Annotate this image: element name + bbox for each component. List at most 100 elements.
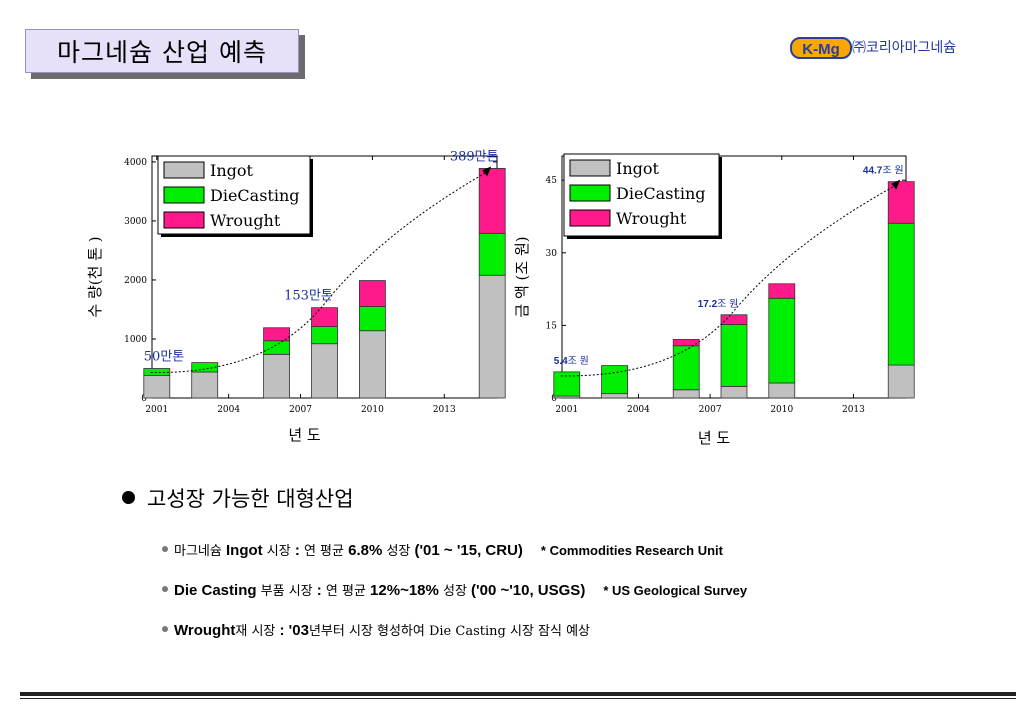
value-y-tick-label: 0 — [551, 394, 557, 404]
value-bar-diecasting — [601, 365, 628, 395]
volume-growth-arrowhead — [482, 166, 492, 177]
ingot-label: Ingot — [225, 542, 263, 559]
sub-bullet-wrought: Wrought재 시장 : '03년부터 시장 형성하여 Die Casting… — [162, 620, 590, 639]
volume-x-tick-label: 2004 — [217, 405, 240, 415]
value-annotation-unit: 조 원 — [568, 355, 589, 367]
diecasting-text-3: 연 평균 — [321, 584, 371, 599]
main-bullet-text: 고성장 가능한 대형산업 — [147, 487, 354, 511]
volume-bar-wrought — [263, 327, 290, 342]
volume-x-tick-label: 2001 — [145, 405, 168, 415]
footer-rule-thick — [20, 692, 1016, 696]
volume-x-tick-label: 2010 — [361, 405, 384, 415]
diecasting-text-4: 성장 — [438, 584, 472, 599]
volume-bar-diecasting — [191, 362, 219, 373]
volume-legend-swatch-ingot — [163, 161, 205, 179]
volume-bar-diecasting — [143, 368, 171, 376]
value-bar-ingot — [672, 389, 700, 399]
volume-bar-ingot — [263, 353, 290, 399]
value-y-axis-label: 금 액 (조 원) — [513, 236, 531, 317]
value-annotation-number: 44.7 — [863, 166, 883, 177]
company-name: ㈜코리아마그네슘 — [852, 40, 957, 56]
volume-y-tick-label: 0 — [141, 394, 147, 404]
volume-bar-wrought — [478, 167, 506, 234]
value-x-tick-label: 2010 — [770, 405, 793, 415]
ingot-rate: 6.8% — [348, 542, 383, 559]
ingot-colon: : — [294, 542, 300, 559]
volume-y-tick-label: 1000 — [124, 335, 147, 345]
value-bar-diecasting — [672, 345, 700, 391]
diecasting-note: * US Geological Survey — [603, 583, 748, 598]
bullet-dot — [122, 491, 135, 504]
volume-y-axis-label: 수 량(천 톤 ) — [86, 236, 104, 317]
volume-legend-label: Wrought — [210, 211, 281, 230]
wrought-colon: : — [279, 622, 285, 639]
value-growth-arrowhead — [891, 179, 901, 190]
value-legend-swatch-wrought — [569, 209, 611, 227]
volume-bar-ingot — [478, 274, 506, 399]
volume-bar-diecasting — [263, 340, 290, 355]
volume-y-tick-label: 4000 — [124, 158, 147, 168]
volume-y-tick-label: 2000 — [124, 276, 147, 286]
ingot-period: ('01 ~ '15, CRU) — [414, 542, 523, 559]
value-annotation-label: 5.4조 원 — [554, 355, 589, 367]
volume-plot-frame — [151, 155, 498, 399]
value-legend-swatch-diecasting — [569, 184, 611, 202]
logo-text: K-Mg — [802, 41, 840, 58]
ingot-text-4: 성장 — [382, 544, 415, 559]
value-legend-box — [563, 153, 720, 237]
wrought-text-4: 년부터 시장 형성하여 Die Casting 시장 잠식 예상 — [308, 624, 590, 639]
value-bar-diecasting — [553, 371, 581, 397]
value-x-tick-label: 2004 — [627, 405, 650, 415]
diecasting-label: Die Casting — [174, 582, 257, 599]
value-plot-frame — [561, 155, 907, 399]
volume-bar-ingot — [143, 375, 171, 399]
page-title-text: 마그네슘 산업 예측 — [57, 38, 267, 67]
volume-bar-diecasting — [311, 326, 338, 345]
value-annotation-unit: 조 원 — [882, 165, 903, 177]
value-bar-wrought — [768, 283, 796, 299]
sub-bullet-diecasting: Die Casting 부품 시장 : 연 평균 12%~18% 성장 ('00… — [162, 580, 747, 599]
value-y-tick-label: 45 — [546, 176, 558, 186]
volume-x-axis-label: 년 도 — [288, 426, 321, 444]
volume-bar-ingot — [191, 371, 219, 399]
volume-annotation-label: 153만톤 — [284, 289, 333, 304]
value-legend-label: Wrought — [616, 209, 687, 228]
diecasting-colon: : — [316, 582, 322, 599]
ingot-text-3: 연 평균 — [299, 544, 349, 559]
main-bullet: 고성장 가능한 대형산업 — [122, 483, 354, 513]
volume-legend-swatch-diecasting — [163, 186, 205, 204]
volume-legend-box — [157, 155, 311, 235]
diecasting-text-2: 부품 시장 — [256, 584, 317, 599]
value-bar-ingot — [887, 364, 915, 399]
volume-bar-wrought — [311, 307, 338, 327]
value-x-axis-label: 년 도 — [698, 429, 731, 447]
diecasting-rate: 12%~18% — [370, 582, 439, 599]
volume-annotation-label: 50만톤 — [144, 349, 185, 364]
volume-growth-curve — [150, 171, 487, 373]
page-title: 마그네슘 산업 예측 — [25, 29, 299, 73]
value-y-tick-label: 30 — [546, 249, 558, 259]
value-legend-shadow — [567, 157, 722, 239]
sub-bullet-dot — [162, 546, 168, 552]
value-annotation-label: 17.2조 원 — [698, 298, 739, 310]
sub-bullet-ingot: 마그네슘 Ingot 시장 : 연 평균 6.8% 성장 ('01 ~ '15,… — [162, 540, 723, 559]
value-bar-ingot — [720, 385, 748, 399]
volume-legend-label: DieCasting — [210, 186, 300, 205]
volume-bar-diecasting — [478, 232, 506, 276]
value-annotation-unit: 조 원 — [717, 298, 738, 310]
volume-y-tick-label: 3000 — [124, 217, 147, 227]
value-legend-label: DieCasting — [616, 184, 706, 203]
volume-bar-ingot — [311, 343, 338, 399]
wrought-year: '03 — [288, 622, 309, 639]
value-bar-ingot — [553, 395, 581, 399]
sub-bullet-dot — [162, 586, 168, 592]
value-x-tick-label: 2001 — [555, 405, 578, 415]
volume-bar-diecasting — [359, 306, 386, 332]
volume-legend-swatch-wrought — [163, 211, 205, 229]
volume-legend-shadow — [161, 159, 313, 237]
value-growth-curve — [560, 185, 896, 377]
wrought-text-2: 재 시장 — [235, 624, 280, 639]
value-bar-wrought — [887, 181, 915, 224]
volume-x-tick-label: 2007 — [289, 405, 312, 415]
